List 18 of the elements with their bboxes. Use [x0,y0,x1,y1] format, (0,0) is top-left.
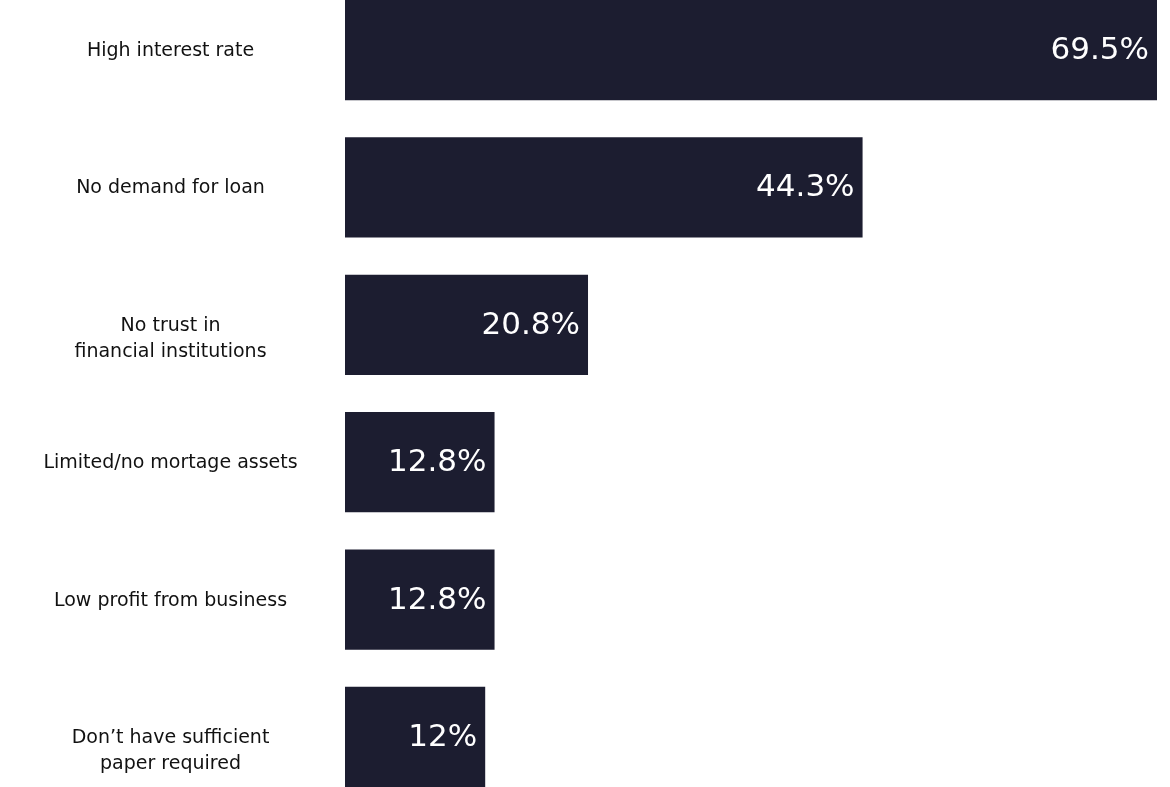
data-label: 12% [408,716,478,753]
data-label: 12.8% [388,442,487,479]
y-tick-label: No trust in financial institutions [74,312,267,361]
data-label: 20.8% [481,304,581,341]
data-label: 69.5% [1050,30,1149,67]
y-tick-label: Don’t have sufficient paper required [71,724,270,773]
bar [345,686,486,787]
y-tick-label: Limited/no mortage assets [43,450,298,473]
bar [345,0,1157,101]
y-tick-label: High interest rate [86,38,255,61]
data-label: 12.8% [388,579,487,616]
bar [345,137,863,238]
bar [345,274,589,375]
y-tick-label: No demand for loan [76,175,265,198]
bar [345,549,495,650]
bar [345,412,495,513]
y-tick-label: Low profit from business [53,587,288,610]
data-label: 44.3% [756,167,855,204]
